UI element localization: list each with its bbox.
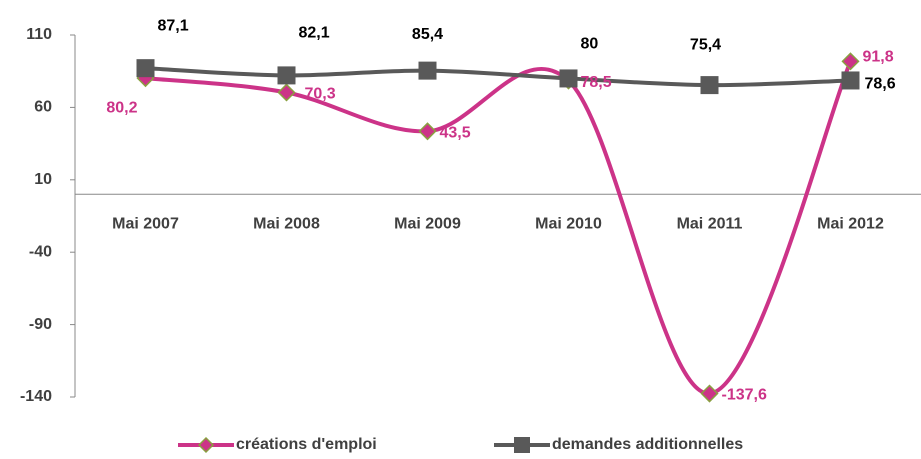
data-label: 78,5 <box>581 74 612 91</box>
legend-marker <box>197 436 215 454</box>
legend-label: demandes additionnelles <box>552 436 743 453</box>
marker <box>277 83 296 102</box>
marker <box>277 66 296 85</box>
data-label: 43,5 <box>440 125 471 142</box>
y-tick-label: 10 <box>34 171 52 188</box>
data-label: 80,2 <box>106 99 137 116</box>
data-label: 70,3 <box>305 86 336 103</box>
marker <box>136 59 155 78</box>
y-tick-label: -40 <box>29 243 52 260</box>
y-tick-label: -140 <box>20 388 52 405</box>
series-line <box>145 60 853 396</box>
marker <box>700 76 719 95</box>
legend-marker <box>514 437 530 453</box>
x-tick-label: Mai 2009 <box>394 215 461 232</box>
data-label: 87,1 <box>158 17 189 34</box>
data-label: 75,4 <box>690 36 721 53</box>
data-label: 91,8 <box>863 49 894 66</box>
marker <box>841 52 860 71</box>
y-tick-label: -90 <box>29 316 52 333</box>
legend-label: créations d'emploi <box>236 436 377 453</box>
y-tick-label: 110 <box>26 26 52 43</box>
x-tick-label: Mai 2008 <box>253 215 320 232</box>
marker <box>841 71 860 90</box>
marker <box>418 122 437 141</box>
x-tick-label: Mai 2011 <box>677 215 743 232</box>
y-tick-label: 60 <box>34 99 52 116</box>
data-label: -137,6 <box>722 387 767 404</box>
data-label: 78,6 <box>865 76 896 93</box>
series-line <box>145 66 851 88</box>
data-label: 82,1 <box>299 25 330 42</box>
marker <box>559 69 578 88</box>
x-tick-label: Mai 2010 <box>535 215 602 232</box>
data-label: 80 <box>581 36 599 53</box>
x-tick-label: Mai 2012 <box>817 215 884 232</box>
data-label: 85,4 <box>412 26 443 43</box>
marker <box>700 384 719 403</box>
x-tick-label: Mai 2007 <box>112 215 179 232</box>
marker <box>418 61 437 80</box>
